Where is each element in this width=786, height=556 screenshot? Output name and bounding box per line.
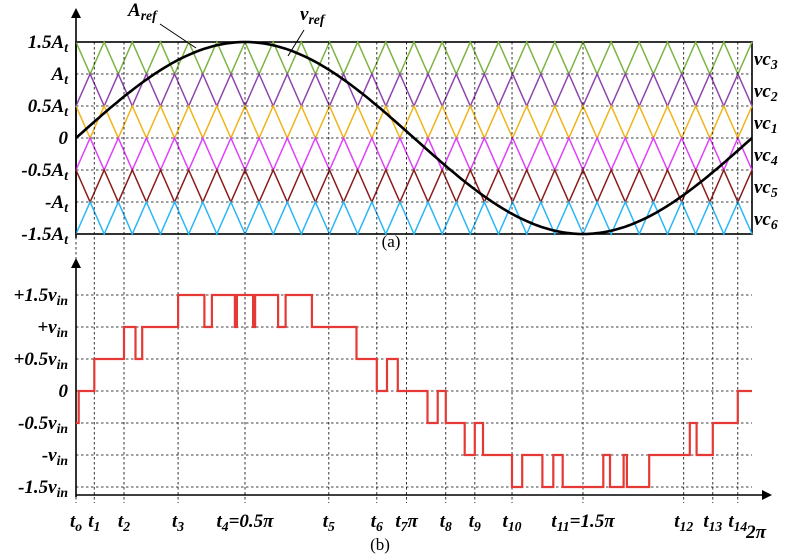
panel-a-y-tick-label: At [51,64,70,87]
carrier-wave [75,168,753,204]
carrier-wave [75,136,753,172]
x-tick-label: t8 [440,511,452,534]
carrier-wave [75,104,753,140]
reference-wave-pointer [287,29,305,57]
panel-b-y-tick-label: -1.5vin [18,477,68,500]
panel-a-y-tick-label: 0 [59,128,69,149]
x-tick-label: t9 [469,511,481,534]
reference-amplitude-label: Aref [127,0,158,23]
panel-b-y-tick-label: 0 [59,381,69,402]
panel-b-y-tick-label: +vin [37,317,68,340]
reference-sine [75,40,753,236]
panel-b-y-tick-label: -0.5vin [18,413,68,436]
x-tick-label: t6 [371,511,383,534]
output-voltage-staircase [76,293,752,489]
panel-a-y-tick-label: -1.5At [21,224,69,247]
carrier-legend-label: vc2 [754,81,778,104]
carrier-wave [75,200,753,236]
panel-a-y-tick-label: -0.5At [21,160,69,183]
panel-a-y-tick-label: -At [45,192,69,215]
x-tick-label: t2 [118,511,130,534]
x-tick-label: t3 [172,511,184,534]
carrier-legend-label: vc4 [754,145,778,168]
panel-b-y-tick-label: +1.5vin [14,285,68,308]
panel-b-x-arrow [762,490,772,500]
x-tick-label: t12 [674,511,693,534]
x-tick-label: t1 [88,511,100,534]
reference-wave-label: vref [300,4,326,27]
x-tick-label: t13 [703,511,722,534]
panel-b-y-arrow [71,258,81,268]
x-tick-label: t10 [503,511,522,534]
panel-a-y-arrow [71,8,81,18]
x-tick-label: t14 [728,511,747,534]
x-end-label: 2π [745,522,767,543]
x-tick-label: t7π [395,511,418,534]
x-tick-label: to [70,511,82,534]
x-tick-label: t4=0.5π [216,511,274,534]
carrier-legend-label: vc3 [754,49,778,72]
panel-b-y-tick-label: -vin [42,445,68,468]
reference-amplitude-pointer [159,23,197,49]
carrier-wave [75,72,753,108]
panel-b-y-tick-label: +0.5vin [14,349,68,372]
caption-b: (b) [370,535,390,554]
x-tick-label: t11=1.5π [551,511,615,534]
caption-a: (a) [382,232,401,251]
panel-a-carriers-and-reference: 1.5At At 0.5At 0 -0.5At -At -1.5At vc3 vc2 vc1 vc4… [21,0,778,503]
carrier-legend-label: vc6 [754,209,778,232]
panel-a-y-tick-label: 1.5At [28,32,69,55]
x-tick-label: t5 [323,511,335,534]
panel-a-y-tick-label: 0.5At [28,96,69,119]
carrier-legend-label: vc1 [754,113,778,136]
carrier-legend-label: vc5 [754,177,778,200]
carrier-wave [75,40,753,76]
